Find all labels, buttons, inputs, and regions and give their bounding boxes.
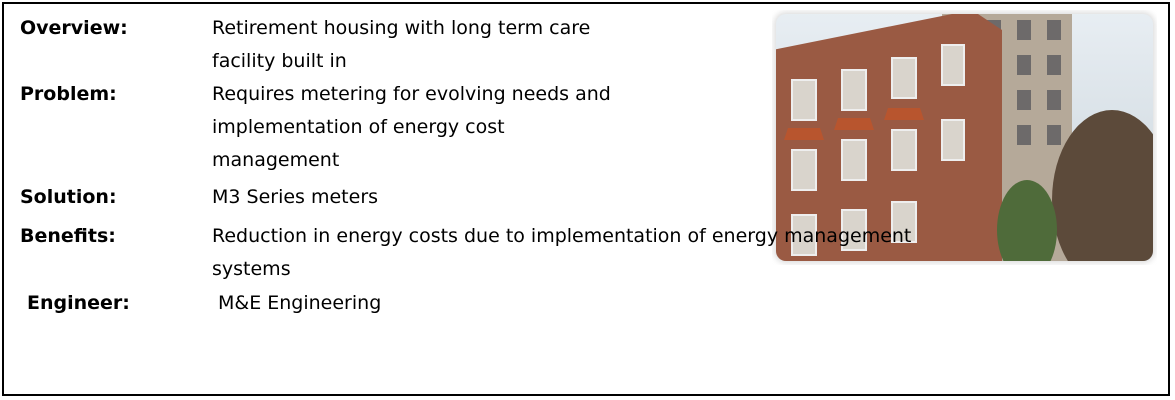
- row-value: M&E Engineering: [218, 292, 381, 314]
- row-label: Engineer:: [27, 292, 130, 314]
- row-label: Solution:: [20, 186, 117, 208]
- row-label: Problem:: [20, 83, 117, 105]
- row-value: implementation of energy cost: [212, 116, 505, 138]
- row-value: Requires metering for evolving needs and: [212, 83, 611, 105]
- row-value: management: [212, 149, 339, 171]
- page: Overview: Retirement housing with long te…: [0, 0, 1175, 400]
- row-label: Overview:: [20, 17, 128, 39]
- row-value: Reduction in energy costs due to impleme…: [212, 225, 911, 247]
- row-value: M3 Series meters: [212, 186, 378, 208]
- row-label: Benefits:: [20, 225, 116, 247]
- row-value: facility built in: [212, 50, 347, 72]
- row-value: Retirement housing with long term care: [212, 17, 590, 39]
- row-value: systems: [212, 258, 291, 280]
